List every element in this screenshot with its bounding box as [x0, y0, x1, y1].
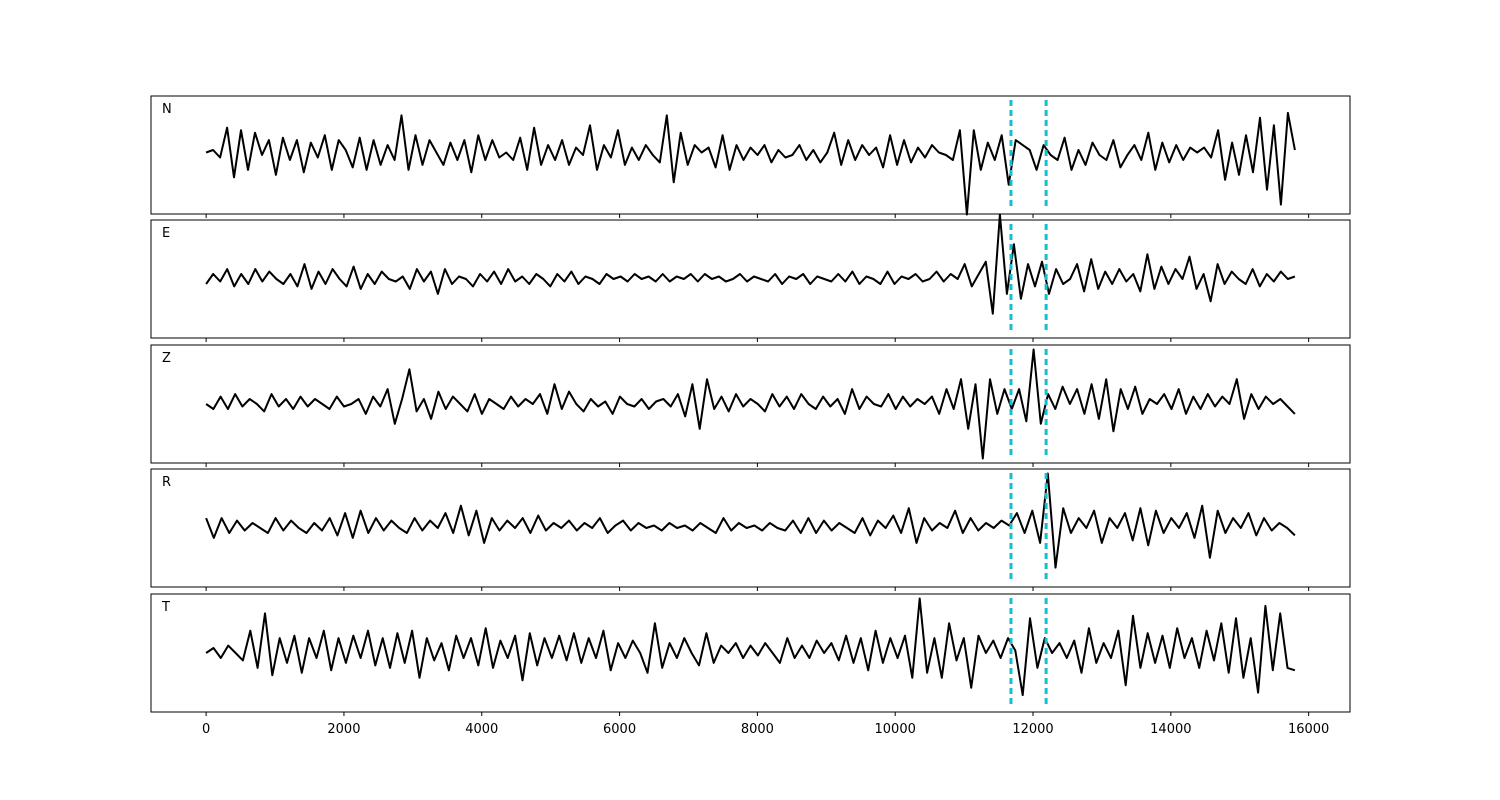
- panel-label: N: [162, 102, 172, 117]
- waveform-trace: [205, 213, 1296, 315]
- panel-frame: [150, 219, 1351, 339]
- panel-label: E: [162, 226, 170, 241]
- waveform-trace: [205, 111, 1296, 216]
- panel-label: Z: [162, 351, 171, 366]
- x-tick-label: 10000: [875, 722, 916, 737]
- panel-label: R: [162, 475, 171, 490]
- panel-frame: [150, 468, 1351, 588]
- panel-e: E: [150, 213, 1351, 342]
- panel-frame: [150, 344, 1351, 464]
- x-tick-label: 0: [202, 722, 210, 737]
- x-tick-label: 8000: [741, 722, 774, 737]
- panel-frame: [150, 95, 1351, 215]
- x-axis: 0 2000 4000 6000 8000 10000 12000 14000 16000: [202, 722, 1329, 737]
- panel-label: T: [161, 600, 170, 615]
- panel-r: R: [150, 468, 1351, 591]
- panel-z: Z: [150, 344, 1351, 467]
- x-tick-label: 4000: [465, 722, 498, 737]
- panel-t: T: [150, 593, 1351, 716]
- x-tick-label: 2000: [327, 722, 360, 737]
- panel-n: N: [150, 95, 1351, 218]
- x-tick-label: 12000: [1012, 722, 1053, 737]
- x-tick-label: 6000: [603, 722, 636, 737]
- waveform-trace: [205, 472, 1296, 569]
- x-tick-label: 14000: [1150, 722, 1191, 737]
- panels: N E Z R T: [150, 95, 1351, 716]
- waveform-trace: [205, 348, 1296, 460]
- x-tick-label: 16000: [1288, 722, 1329, 737]
- panel-frame: [150, 593, 1351, 713]
- waveform-trace: [205, 597, 1296, 697]
